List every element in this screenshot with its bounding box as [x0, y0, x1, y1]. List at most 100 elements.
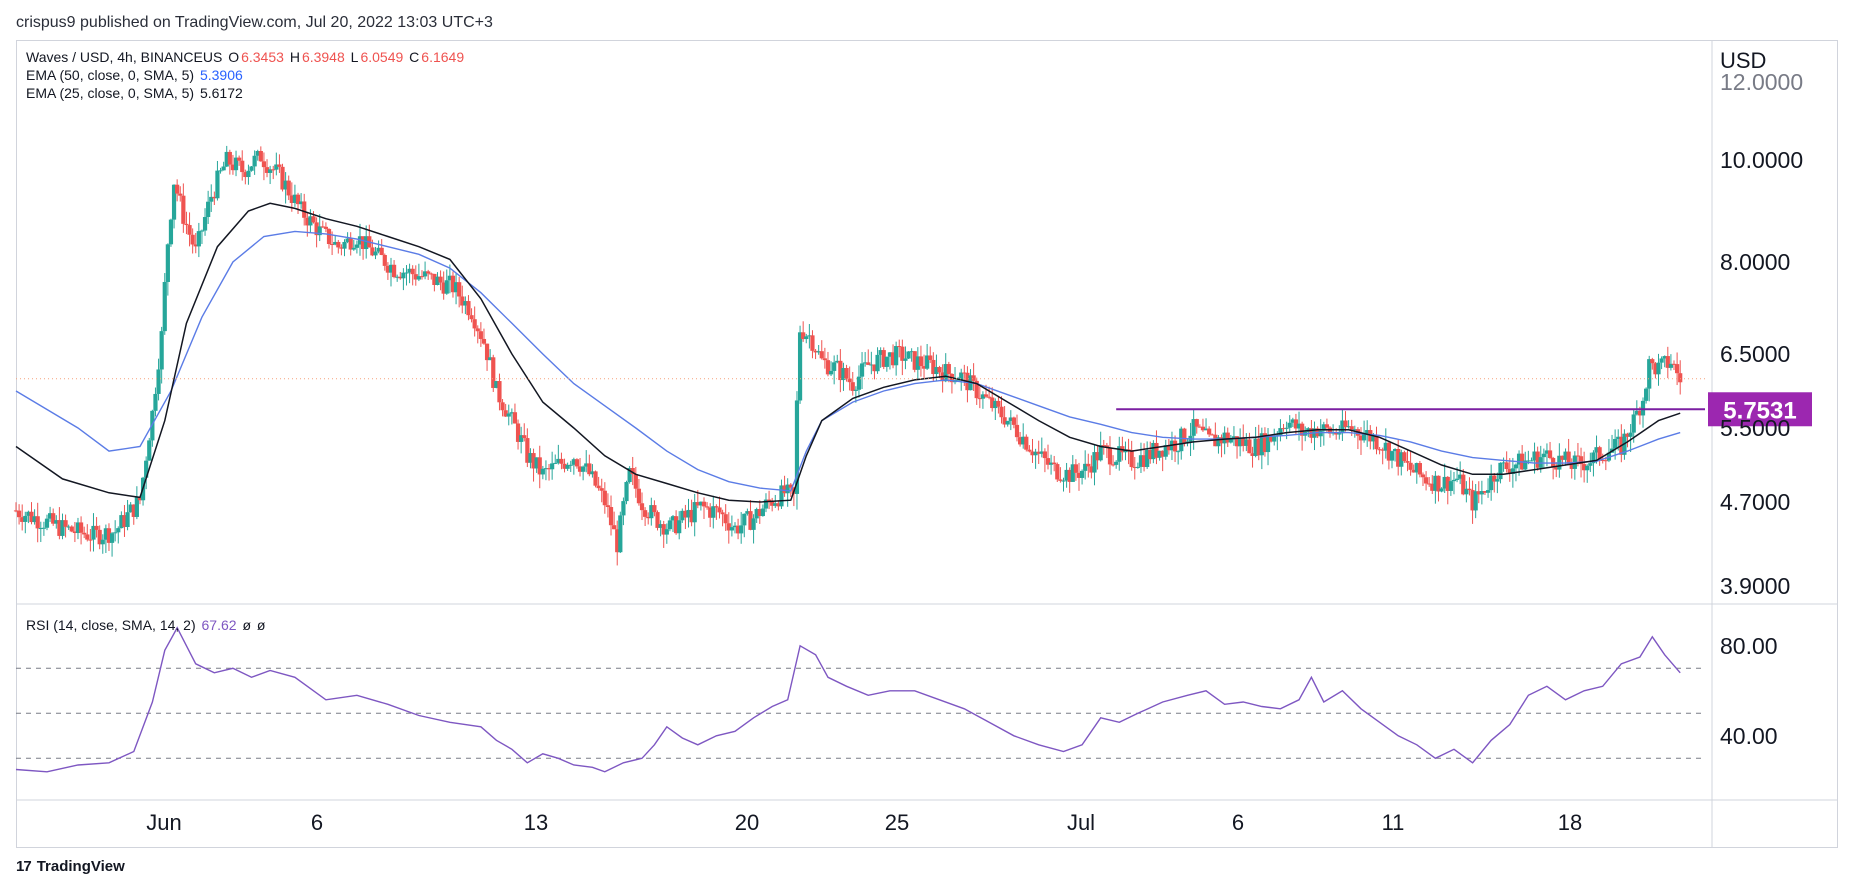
candle-body[interactable] — [1603, 460, 1608, 462]
candle-body[interactable] — [717, 507, 722, 513]
candle-body[interactable] — [1585, 465, 1590, 471]
candle-body[interactable] — [20, 517, 25, 522]
candle-body[interactable] — [1064, 469, 1069, 481]
candle-body[interactable] — [1352, 429, 1357, 431]
candle-body[interactable] — [395, 276, 400, 278]
candle-body[interactable] — [1430, 483, 1435, 491]
candle-body[interactable] — [664, 529, 669, 535]
candle-body[interactable] — [903, 358, 908, 361]
candle-body[interactable] — [218, 170, 223, 172]
candle-body[interactable] — [859, 363, 865, 377]
candle-body[interactable] — [144, 460, 149, 478]
candle-body[interactable] — [348, 238, 353, 250]
candle-body[interactable] — [199, 230, 205, 232]
candle-body[interactable] — [1172, 440, 1178, 452]
candle-body[interactable] — [237, 157, 242, 161]
candle-body[interactable] — [689, 509, 694, 523]
candle-body[interactable] — [57, 520, 62, 536]
candle-body[interactable] — [1135, 466, 1140, 468]
candle-body[interactable] — [559, 458, 564, 464]
candle-body[interactable] — [956, 379, 961, 381]
candle-body[interactable] — [1287, 422, 1292, 428]
candle-body[interactable] — [1290, 419, 1295, 423]
candle-body[interactable] — [1241, 437, 1246, 446]
candle-body[interactable] — [416, 276, 421, 280]
candle-body[interactable] — [584, 463, 589, 467]
candle-body[interactable] — [1578, 456, 1584, 465]
candle-body[interactable] — [162, 281, 167, 332]
candle-body[interactable] — [1476, 491, 1481, 495]
candle-body[interactable] — [1327, 427, 1333, 434]
candle-body[interactable] — [221, 166, 226, 171]
candle-body[interactable] — [1374, 435, 1379, 450]
candle-body[interactable] — [1560, 455, 1565, 460]
candle-body[interactable] — [832, 362, 837, 371]
candle-body[interactable] — [472, 319, 477, 329]
candle-body[interactable] — [159, 331, 164, 370]
candle-body[interactable] — [763, 499, 769, 509]
candle-body[interactable] — [1566, 451, 1571, 465]
candle-body[interactable] — [1228, 439, 1233, 443]
candle-body[interactable] — [928, 355, 933, 360]
candle-body[interactable] — [469, 315, 474, 320]
candle-body[interactable] — [1021, 436, 1026, 445]
candle-body[interactable] — [739, 525, 744, 534]
candle-body[interactable] — [78, 522, 84, 533]
candle-body[interactable] — [100, 539, 105, 545]
candle-body[interactable] — [652, 505, 657, 513]
ema50-line[interactable] — [15, 230, 1681, 492]
candle-body[interactable] — [646, 516, 651, 519]
candle-body[interactable] — [506, 413, 511, 417]
candle-body[interactable] — [1346, 426, 1351, 428]
candle-body[interactable] — [1262, 433, 1268, 453]
candle-body[interactable] — [546, 468, 552, 470]
candle-body[interactable] — [447, 275, 452, 281]
candle-body[interactable] — [537, 457, 542, 475]
candle-body[interactable] — [240, 160, 245, 173]
candle-body[interactable] — [1653, 363, 1658, 375]
candle-body[interactable] — [122, 515, 127, 527]
candle-body[interactable] — [299, 201, 304, 205]
candle-body[interactable] — [38, 528, 43, 530]
candle-body[interactable] — [732, 525, 738, 528]
candle-body[interactable] — [171, 184, 177, 220]
candle-body[interactable] — [206, 201, 211, 218]
candle-body[interactable] — [1647, 359, 1652, 389]
candle-body[interactable] — [773, 503, 778, 506]
candle-body[interactable] — [131, 504, 136, 517]
candle-body[interactable] — [1107, 447, 1113, 465]
candle-body[interactable] — [212, 196, 217, 199]
candle-body[interactable] — [1166, 445, 1171, 451]
candle-body[interactable] — [934, 367, 939, 375]
candle-body[interactable] — [488, 357, 493, 361]
candle-body[interactable] — [937, 367, 942, 373]
candle-body[interactable] — [1591, 452, 1596, 464]
candle-body[interactable] — [333, 241, 338, 245]
candle-body[interactable] — [825, 360, 831, 375]
candle-body[interactable] — [116, 528, 121, 533]
candle-body[interactable] — [605, 505, 611, 508]
candle-body[interactable] — [233, 157, 239, 171]
candle-body[interactable] — [330, 244, 335, 246]
candle-body[interactable] — [1445, 476, 1450, 491]
candle-body[interactable] — [1151, 442, 1156, 460]
candle-body[interactable] — [1070, 464, 1075, 482]
candle-body[interactable] — [602, 490, 607, 506]
candle-body[interactable] — [1423, 477, 1429, 484]
candle-body[interactable] — [1008, 417, 1013, 421]
candle-body[interactable] — [801, 332, 806, 340]
candle-body[interactable] — [252, 155, 257, 167]
candle-body[interactable] — [1600, 459, 1605, 461]
candle-body[interactable] — [633, 474, 638, 489]
candle-body[interactable] — [890, 352, 896, 366]
candle-body[interactable] — [1052, 462, 1057, 465]
candle-body[interactable] — [522, 435, 527, 439]
candle-body[interactable] — [44, 518, 50, 528]
candle-body[interactable] — [667, 520, 673, 530]
candle-body[interactable] — [16, 510, 22, 518]
candle-body[interactable] — [35, 516, 40, 529]
candle-body[interactable] — [1417, 463, 1422, 475]
candle-body[interactable] — [1405, 461, 1410, 463]
candle-body[interactable] — [618, 515, 623, 553]
candle-body[interactable] — [1575, 455, 1581, 457]
